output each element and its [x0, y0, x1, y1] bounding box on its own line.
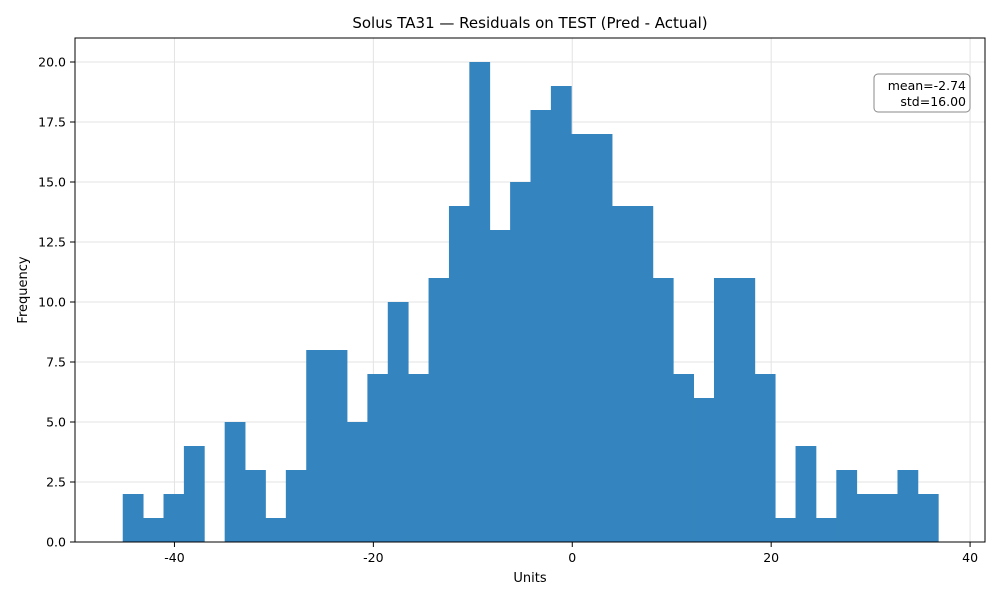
histogram-bar: [550, 86, 572, 542]
x-ticks: -40 -20 0 20 40: [164, 542, 978, 565]
y-tick-label: 10.0: [38, 295, 66, 310]
histogram-bar: [877, 494, 898, 542]
y-tick-label: 5.0: [46, 415, 66, 430]
histogram-bar: [693, 398, 715, 542]
bars: [122, 62, 939, 542]
histogram-bar: [306, 350, 328, 542]
stats-annotation: mean=-2.74 std=16.00: [873, 73, 971, 113]
chart-title: Solus TA31 — Residuals on TEST (Pred - A…: [352, 14, 707, 32]
y-axis-label: Frequency: [16, 256, 31, 323]
x-tick-label: 20: [763, 550, 779, 565]
histogram-bar: [163, 494, 185, 542]
x-tick-label: -40: [164, 550, 184, 565]
y-tick-label: 12.5: [38, 235, 66, 250]
histogram-bar: [408, 374, 429, 542]
histogram-bar: [428, 278, 450, 542]
histogram-bar: [245, 470, 266, 542]
histogram-bar: [510, 182, 531, 542]
histogram-bar: [815, 518, 837, 542]
histogram-bar: [652, 278, 674, 542]
y-tick-label: 15.0: [38, 175, 66, 190]
histogram-bar: [122, 494, 144, 542]
histogram-bar: [143, 518, 164, 542]
y-ticks: 0.0 2.5 5.0 7.5 10.0 12.5 15.0 17.5 20.0: [38, 55, 75, 550]
plot-frame: [74, 37, 986, 543]
x-tick-label: -20: [363, 550, 383, 565]
y-tick-label: 17.5: [38, 115, 66, 130]
y-tick-label: 2.5: [46, 475, 66, 490]
histogram-bar: [612, 206, 633, 542]
histogram-bar: [469, 62, 491, 542]
histogram-bar: [713, 278, 735, 542]
histogram-bar: [754, 374, 776, 542]
histogram-bar: [632, 206, 654, 542]
stats-mean: mean=-2.74: [888, 78, 966, 93]
histogram-bar: [917, 494, 939, 542]
histogram-bar: [183, 446, 205, 542]
histogram-bar: [591, 134, 613, 542]
histogram-bar: [489, 230, 511, 542]
histogram-bar: [571, 134, 593, 542]
x-tick-label: 40: [962, 550, 978, 565]
histogram-bar: [224, 422, 246, 542]
histogram-bar: [326, 350, 348, 542]
stats-box: [873, 73, 971, 113]
histogram-bar: [897, 470, 919, 542]
histogram-bar: [367, 374, 389, 542]
histogram-bar: [448, 206, 470, 542]
x-axis-label: Units: [513, 571, 546, 586]
y-tick-label: 0.0: [46, 535, 66, 550]
histogram-bar: [775, 518, 796, 542]
y-tick-label: 7.5: [46, 355, 66, 370]
histogram-bar: [856, 494, 878, 542]
stats-std: std=16.00: [900, 94, 966, 109]
histogram-bar: [836, 470, 858, 542]
y-tick-label: 20.0: [38, 55, 66, 70]
histogram-bar: [285, 470, 307, 542]
histogram-bar: [387, 302, 409, 542]
histogram-bar: [265, 518, 287, 542]
histogram-bar: [530, 110, 552, 542]
histogram-bar: [347, 422, 368, 542]
x-tick-label: 0: [568, 550, 576, 565]
histogram-bar: [795, 446, 817, 542]
histogram-bar: [734, 278, 756, 542]
histogram-bar: [673, 374, 695, 542]
